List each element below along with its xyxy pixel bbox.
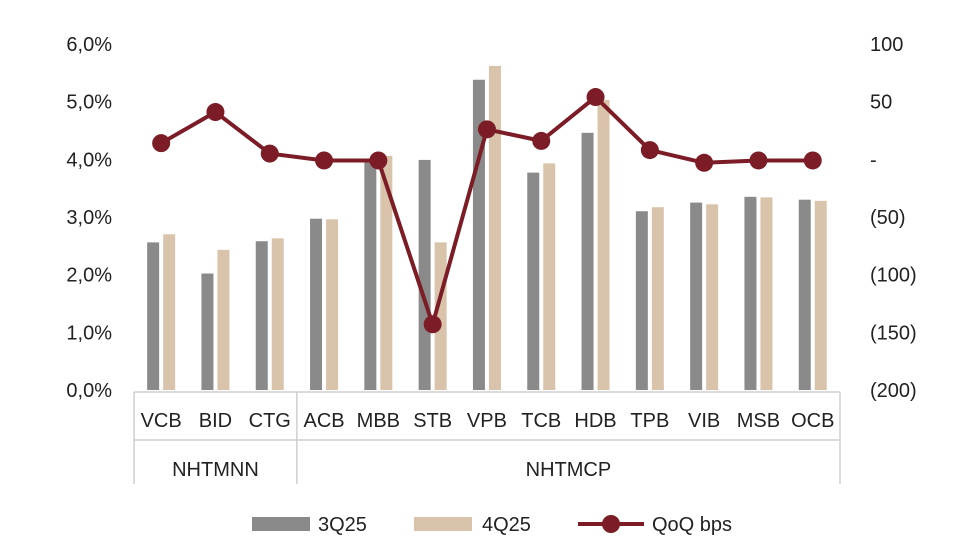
bar-4q25 (217, 249, 230, 390)
qoq-marker (369, 151, 388, 170)
bar-3q25 (635, 211, 648, 390)
legend-label: 4Q25 (482, 514, 531, 536)
legend-label: QoQ bps (652, 514, 732, 536)
bar-3q25 (255, 241, 268, 390)
bar-4q25 (163, 234, 176, 390)
bar-3q25 (201, 273, 214, 390)
category-label: VPB (467, 410, 507, 432)
bar-4q25 (326, 219, 339, 390)
bar-4q25 (706, 204, 719, 390)
bar-3q25 (418, 159, 431, 390)
legend-swatch-4q25 (414, 517, 472, 531)
qoq-marker (640, 141, 659, 160)
group-label: NHTMNN (172, 459, 259, 481)
qoq-marker (315, 151, 334, 170)
right-tick-label: (200) (870, 380, 917, 402)
group-labels: NHTMNN NHTMCP (172, 459, 611, 481)
bar-3q25 (364, 159, 377, 390)
right-tick-label: 50 (870, 92, 892, 114)
bar-4q25 (380, 155, 393, 390)
bar-4q25 (488, 65, 501, 390)
left-tick-label: 2,0% (66, 265, 112, 287)
category-label: BID (199, 410, 232, 432)
right-tick-label: 100 (870, 34, 903, 56)
bar-4q25 (271, 238, 284, 390)
bar-3q25 (310, 218, 323, 390)
qoq-marker (803, 151, 822, 170)
legend-swatch-3q25 (252, 517, 310, 531)
category-label: ACB (303, 410, 344, 432)
qoq-line-series (152, 88, 822, 334)
left-tick-label: 1,0% (66, 322, 112, 344)
left-tick-label: 4,0% (66, 149, 112, 171)
bar-4q25 (651, 207, 664, 390)
bar-4q25 (597, 99, 610, 390)
category-label: TCB (521, 410, 561, 432)
bar-3q25 (581, 132, 594, 390)
bar-4q25 (814, 200, 827, 390)
category-label: HDB (574, 410, 616, 432)
qoq-marker (749, 151, 768, 170)
category-label: STB (413, 410, 452, 432)
category-labels: VCB BID CTG ACB MBB STB VPB TCB HDB TPB VIB MSB OCB (141, 410, 835, 432)
right-tick-label: - (870, 149, 877, 171)
category-label: VIB (688, 410, 720, 432)
qoq-marker (586, 88, 605, 107)
left-tick-label: 0,0% (66, 380, 112, 402)
bars (147, 65, 827, 391)
category-label: CTG (249, 410, 291, 432)
bar-3q25 (690, 202, 703, 390)
bar-3q25 (744, 196, 757, 390)
qoq-marker (152, 134, 171, 153)
bar-4q25 (760, 197, 773, 390)
legend-line-marker (602, 515, 620, 533)
category-label: MBB (357, 410, 400, 432)
qoq-marker (695, 153, 714, 172)
bar-3q25 (147, 242, 160, 390)
qoq-marker (260, 144, 279, 163)
left-tick-label: 6,0% (66, 34, 112, 56)
bar-4q25 (543, 163, 556, 390)
category-label: OCB (791, 410, 834, 432)
qoq-marker (206, 103, 225, 122)
right-tick-label: (100) (870, 265, 917, 287)
category-label: VCB (141, 410, 182, 432)
category-axis (133, 391, 841, 484)
qoq-marker (477, 120, 496, 139)
category-label: TPB (630, 410, 669, 432)
left-tick-label: 3,0% (66, 207, 112, 229)
bar-3q25 (798, 199, 811, 390)
legend: 3Q25 4Q25 QoQ bps (252, 514, 732, 536)
group-label: NHTMCP (526, 459, 612, 481)
bar-3q25 (472, 79, 485, 391)
qoq-marker (532, 131, 551, 150)
left-tick-label: 5,0% (66, 92, 112, 114)
left-axis-ticks: 0,0% 1,0% 2,0% 3,0% 4,0% 5,0% 6,0% (66, 34, 112, 402)
qoq-marker (423, 315, 442, 334)
legend-label: 3Q25 (318, 514, 367, 536)
right-axis-ticks: (200) (150) (100) (50) - 50 100 (870, 34, 917, 402)
right-tick-label: (50) (870, 207, 906, 229)
right-tick-label: (150) (870, 322, 917, 344)
category-label: MSB (737, 410, 780, 432)
bar-3q25 (527, 172, 540, 390)
